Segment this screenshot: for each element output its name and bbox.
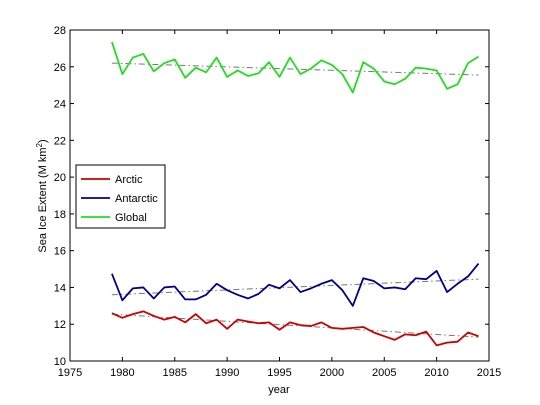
y-tick-label: 14 — [54, 282, 66, 294]
y-tick-label: 28 — [54, 25, 66, 37]
y-tick-label: 22 — [54, 135, 66, 147]
axis-ticks: 1975 1980 1985 1990 1995 2000 2005 2010 2015 10 12… — [54, 25, 501, 379]
trend-line-arctic — [111, 313, 479, 338]
x-axis-label: year — [268, 384, 290, 396]
y-axis-label-close: ) — [37, 139, 49, 143]
series-line-global — [111, 41, 479, 94]
x-tick-label: 1995 — [267, 367, 291, 379]
y-tick-label: 24 — [54, 99, 66, 111]
legend: Arctic Antarctic Global — [75, 164, 166, 229]
legend-label-arctic: Arctic — [115, 174, 143, 186]
x-tick-label: 2000 — [320, 367, 344, 379]
y-axis-label-superscript: 2 — [35, 142, 44, 147]
y-tick-label: 20 — [54, 172, 66, 184]
x-tick-label: 1980 — [110, 367, 134, 379]
y-tick-label: 12 — [54, 319, 66, 331]
series-lines — [111, 41, 480, 347]
legend-label-antarctic: Antarctic — [115, 193, 158, 205]
y-axis-label-main: Sea Ice Extent (M km — [37, 147, 49, 252]
legend-label-global: Global — [115, 212, 147, 224]
x-tick-label: 2005 — [372, 367, 396, 379]
y-tick-label: 10 — [54, 356, 66, 368]
series-line-arctic — [111, 310, 479, 347]
y-tick-label: 18 — [54, 209, 66, 221]
y-tick-label: 26 — [54, 62, 66, 74]
x-tick-label: 1985 — [163, 367, 187, 379]
y-axis-label: Sea Ice Extent (M km2) — [35, 139, 49, 252]
x-tick-label: 2015 — [477, 367, 501, 379]
x-tick-label: 2010 — [424, 367, 448, 379]
series-line-antarctic — [111, 262, 480, 307]
trend-lines — [111, 62, 479, 338]
x-tick-label: 1975 — [58, 367, 82, 379]
y-tick-label: 16 — [54, 246, 66, 258]
x-tick-label: 1990 — [215, 367, 239, 379]
